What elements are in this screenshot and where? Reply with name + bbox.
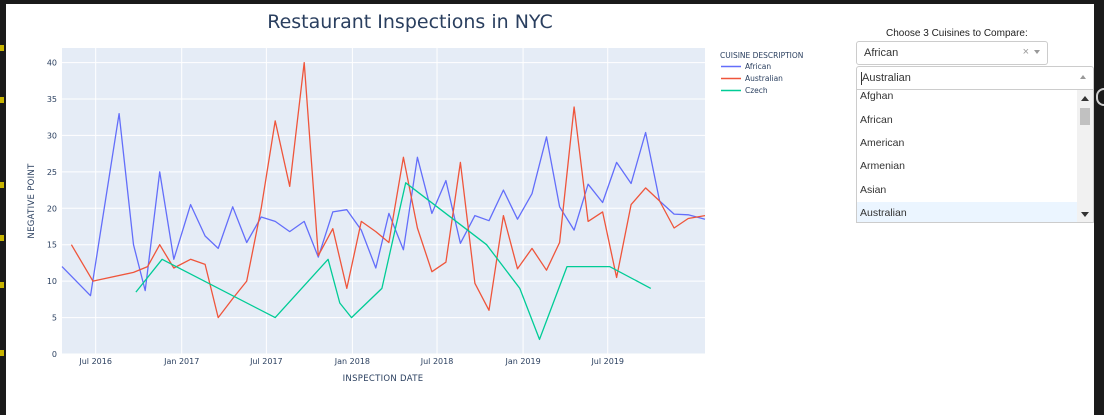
legend-label-australian: Australian xyxy=(745,74,783,83)
y-tick-label: 25 xyxy=(47,168,57,177)
x-tick-label: Jan 2017 xyxy=(163,357,199,366)
y-axis-title: NEGATIVE POINT xyxy=(27,163,37,239)
text-caret xyxy=(861,72,862,85)
option-australian[interactable]: Australian xyxy=(857,202,1077,222)
dropdown-scrollbar[interactable] xyxy=(1077,90,1093,222)
x-axis-title: INSPECTION DATE xyxy=(343,374,424,384)
cuisine-dropdown-menu: Afghan African American Armenian Asian A… xyxy=(856,90,1094,223)
option-afghan[interactable]: Afghan xyxy=(860,90,894,102)
scroll-handle-icon[interactable] xyxy=(1096,88,1104,106)
y-tick-label: 10 xyxy=(47,277,57,286)
legend-title: CUISINE DESCRIPTION xyxy=(720,51,803,60)
cuisine-selector-label: Choose 3 Cuisines to Compare: xyxy=(886,28,1028,39)
x-tick-label: Jan 2019 xyxy=(504,357,540,366)
y-tick-label: 5 xyxy=(52,314,57,323)
cuisine-search-input[interactable]: Australian xyxy=(856,66,1094,90)
y-tick-label: 20 xyxy=(47,204,57,213)
selected-cuisine-chip[interactable]: African × xyxy=(856,41,1048,65)
scroll-down-icon[interactable] xyxy=(1081,212,1089,217)
x-tick-label: Jul 2018 xyxy=(420,357,454,366)
series-line-czech xyxy=(135,182,652,341)
option-armenian[interactable]: Armenian xyxy=(860,160,905,172)
series-line-australian xyxy=(70,61,706,319)
right-edge-strip xyxy=(1094,0,1104,415)
plot-area xyxy=(62,48,705,354)
chevron-up-icon[interactable] xyxy=(1080,75,1086,79)
option-african[interactable]: African xyxy=(860,114,893,126)
selected-cuisine-value: African xyxy=(864,47,899,59)
scroll-up-icon[interactable] xyxy=(1081,96,1089,101)
chevron-down-icon[interactable] xyxy=(1034,50,1040,54)
y-tick-label: 35 xyxy=(47,95,57,104)
series-line-african xyxy=(61,112,706,297)
y-tick-label: 15 xyxy=(47,241,57,250)
x-tick-label: Jul 2017 xyxy=(249,357,283,366)
option-american[interactable]: American xyxy=(860,137,905,149)
option-asian[interactable]: Asian xyxy=(860,184,887,196)
x-tick-label: Jul 2016 xyxy=(78,357,112,366)
cuisine-search-value: Australian xyxy=(862,72,911,84)
left-edge-strip xyxy=(0,0,6,415)
scroll-thumb[interactable] xyxy=(1080,108,1090,125)
x-axis-ticks: Jul 2016 Jan 2017 Jul 2017 Jan 2018 Jul 2018… xyxy=(78,357,624,366)
legend[interactable]: African Australian Czech xyxy=(721,62,783,95)
clear-icon[interactable]: × xyxy=(1022,46,1029,58)
y-tick-label: 0 xyxy=(52,350,57,359)
y-tick-label: 30 xyxy=(47,131,57,140)
x-tick-label: Jan 2018 xyxy=(334,357,370,366)
y-axis-ticks: 0 5 10 15 20 25 30 35 40 xyxy=(47,59,57,359)
chart-title: Restaurant Inspections in NYC xyxy=(267,11,553,33)
legend-label-african: African xyxy=(745,62,771,71)
x-tick-label: Jul 2019 xyxy=(590,357,624,366)
y-tick-label: 40 xyxy=(47,59,57,68)
legend-label-czech: Czech xyxy=(745,86,768,95)
series-group xyxy=(61,61,706,341)
